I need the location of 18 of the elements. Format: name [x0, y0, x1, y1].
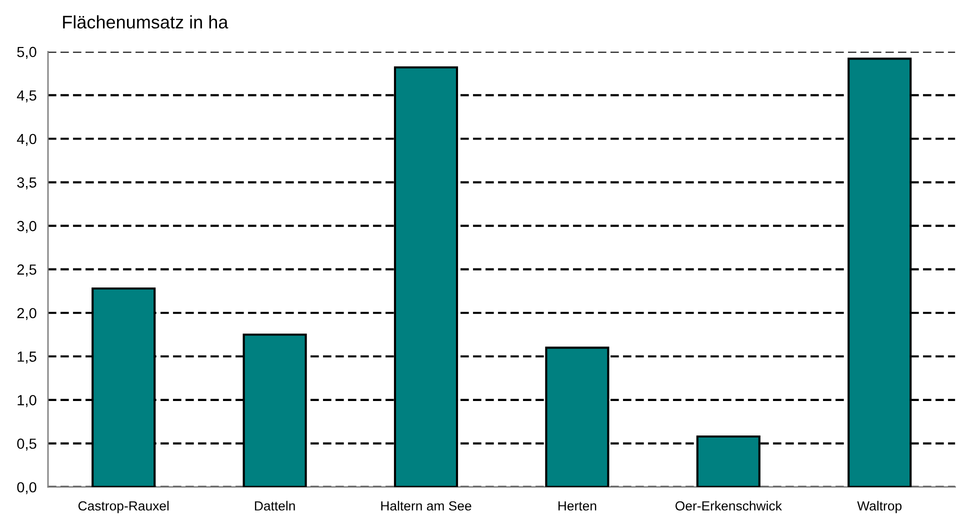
y-tick-label: 3,0	[17, 220, 36, 233]
y-tick-label: 4,5	[16, 90, 36, 102]
y-tick-label: 2,5	[17, 264, 36, 276]
y-tick-label: 4,0	[16, 134, 36, 146]
y-tick-label: 2,0	[17, 308, 36, 320]
x-tick-label: Haltern am See	[381, 500, 472, 511]
y-tick-label: 1,0	[18, 395, 36, 408]
x-tick-label: Herten	[558, 501, 596, 511]
y-tick-label: 0,0	[17, 482, 36, 494]
y-tick-label: 5,0	[17, 46, 36, 59]
x-tick-label: Castrop-Rauxel	[78, 500, 169, 514]
y-tick-label: 3,5	[17, 177, 36, 190]
y-axis-title: Flächenumsatz in ha	[63, 15, 228, 29]
x-tick-label: Oer-Erkenschwick	[676, 500, 782, 511]
y-tick-label: 0,5	[17, 438, 36, 451]
x-tick-label: Datteln	[254, 500, 295, 511]
x-tick-label: Waltrop	[857, 500, 902, 514]
y-tick-label: 1,5	[18, 352, 36, 364]
